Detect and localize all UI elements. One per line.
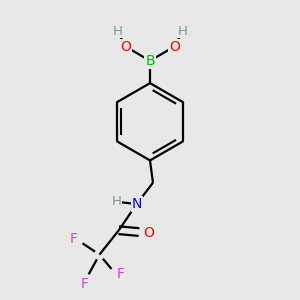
Text: F: F [116,267,124,281]
Text: F: F [81,277,88,291]
Text: H: H [112,195,122,208]
Text: B: B [145,54,155,68]
Text: O: O [169,40,180,54]
Text: H: H [178,25,188,38]
Text: F: F [69,232,77,246]
Text: H: H [112,25,122,38]
Text: N: N [131,197,142,211]
Text: O: O [144,226,154,240]
Text: O: O [120,40,131,54]
